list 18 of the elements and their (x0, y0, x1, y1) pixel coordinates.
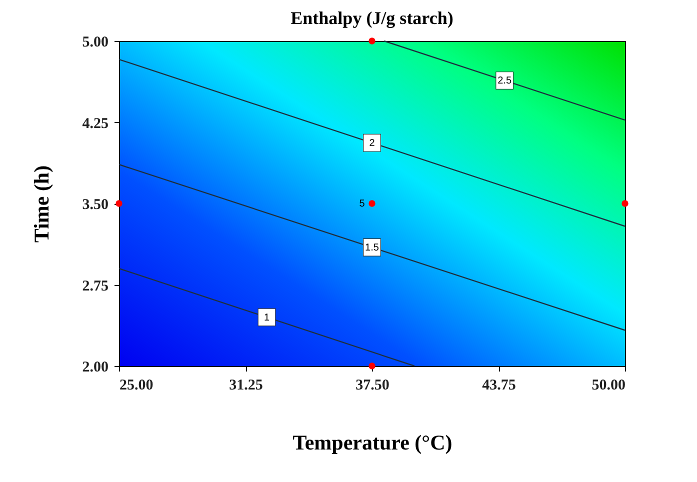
x-tick-label: 50.00 (592, 378, 626, 394)
y-tick-label: 2.75 (82, 278, 108, 294)
series-label: 1.5 (365, 242, 380, 254)
x-tick-label: 43.75 (482, 378, 516, 394)
x-tick-label: 37.50 (356, 378, 390, 394)
annotation: 5 (359, 198, 366, 210)
series-label: 1 (264, 312, 270, 324)
series-label: 2.5 (498, 76, 512, 87)
y-axis-title: Time (h) (29, 165, 54, 243)
y-tick-label: 3.50 (82, 197, 108, 213)
y-tick-label: 5.00 (82, 34, 108, 50)
y-tick-label: 4.25 (82, 116, 108, 132)
chart-title: Enthalpy (J/g starch) (290, 8, 454, 28)
series-label: 2 (369, 138, 376, 149)
x-axis-title: Temperature (°C) (292, 430, 452, 454)
y-tick-label: 2.00 (82, 360, 108, 376)
x-tick-label: 31.25 (229, 378, 263, 394)
x-tick-label: 25.00 (120, 378, 154, 394)
